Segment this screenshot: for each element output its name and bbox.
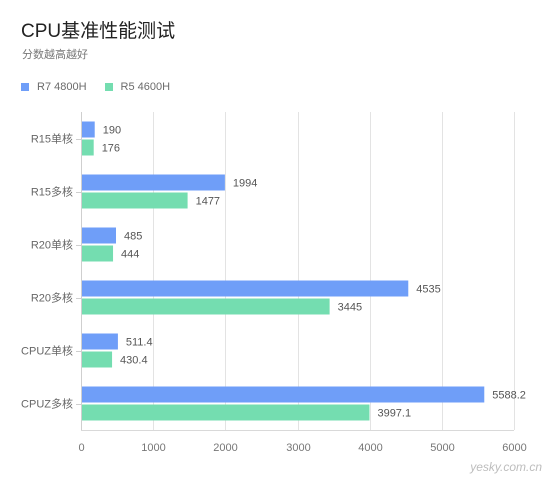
legend: R7 4800H R5 4600H: [21, 81, 188, 93]
legend-item-r7[interactable]: R7 4800H: [21, 81, 87, 93]
data-label: 5588.2: [492, 390, 526, 402]
data-label: 3445: [338, 302, 362, 314]
data-label: 511.4: [126, 337, 153, 349]
data-label: 176: [102, 143, 120, 155]
data-label: 1994: [233, 178, 257, 190]
chart-title: CPU基准性能测试: [21, 21, 176, 42]
bar: [82, 245, 114, 262]
legend-swatch-r7: [21, 83, 29, 91]
bar: [82, 351, 113, 368]
bar: [82, 174, 225, 191]
bar: [82, 404, 370, 421]
data-label: 4535: [416, 284, 440, 296]
data-label: 430.4: [120, 355, 148, 367]
x-tick-label: 4000: [358, 442, 382, 454]
bar: [82, 280, 409, 297]
data-label: 485: [124, 231, 142, 243]
bar: [82, 227, 117, 244]
data-label: 444: [121, 249, 139, 261]
y-tick-label: R20单核: [31, 238, 73, 252]
data-label: 190: [103, 125, 121, 137]
legend-item-r5[interactable]: R5 4600H: [104, 81, 171, 93]
x-tick-label: 6000: [502, 442, 526, 454]
bar: [82, 192, 188, 209]
y-tick-label: R15多核: [31, 185, 73, 199]
bar: [82, 386, 485, 403]
legend-swatch-r5: [104, 83, 113, 91]
data-label: 3997.1: [377, 408, 411, 420]
x-tick-label: 0: [78, 442, 84, 454]
bar: [82, 298, 330, 315]
y-tick-label: CPUZ单核: [21, 344, 73, 358]
y-tick-label: R15单核: [31, 132, 73, 146]
y-tick-label: R20多核: [31, 291, 73, 305]
x-tick-label: 5000: [430, 442, 454, 454]
bar: [82, 121, 95, 138]
x-tick-label: 2000: [213, 442, 237, 454]
bar: [82, 139, 94, 156]
data-label: 1477: [196, 196, 220, 208]
chart-subtitle: 分数越高越好: [22, 49, 88, 61]
x-tick-label: 1000: [141, 442, 165, 454]
legend-label-r7: R7 4800H: [37, 81, 87, 93]
x-tick-label: 3000: [286, 442, 310, 454]
legend-label-r5: R5 4600H: [120, 81, 171, 93]
bar: [82, 333, 118, 350]
watermark-logo: yesky.com.cn: [470, 460, 542, 474]
y-tick-label: CPUZ多核: [21, 397, 73, 411]
